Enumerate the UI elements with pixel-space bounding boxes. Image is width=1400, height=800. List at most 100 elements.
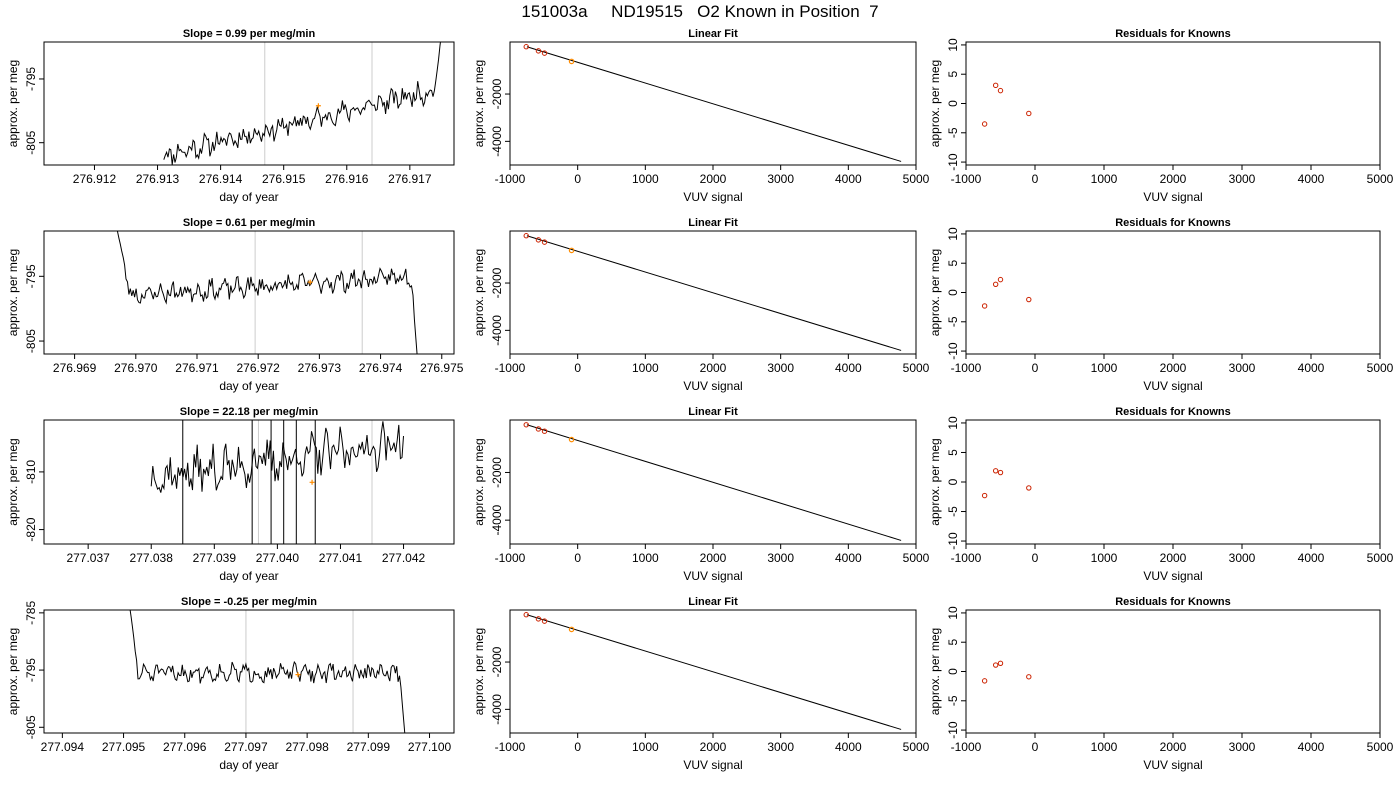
panel-title: Slope = -0.25 per meg/min: [181, 596, 317, 608]
residual-point: [1026, 110, 1032, 117]
panel-title: Slope = 22.18 per meg/min: [180, 406, 319, 418]
sample-point-marker: [307, 279, 313, 285]
x-tick-label: 2000: [1160, 740, 1187, 754]
x-tick-label: -1000: [951, 172, 982, 186]
x-tick-label: 5000: [1367, 361, 1394, 375]
known-point: [541, 618, 548, 624]
y-tick-label: -2000: [490, 267, 504, 298]
panel-title: Slope = 0.61 per meg/min: [183, 217, 316, 229]
x-tick-label: 1000: [632, 551, 659, 565]
x-tick-label: 276.971: [175, 361, 219, 375]
x-tick-label: 3000: [1229, 551, 1256, 565]
x-tick-label: 4000: [1298, 551, 1325, 565]
y-tick-label: 5: [946, 71, 960, 78]
x-axis-label: VUV signal: [1143, 758, 1202, 772]
residual-point: [992, 82, 999, 89]
residual-point: [997, 660, 1004, 666]
plot-frame: [43, 419, 455, 545]
x-tick-label: 276.973: [298, 361, 342, 375]
x-tick-label: 3000: [767, 172, 794, 186]
y-axis-label: approx. per meg: [472, 60, 486, 147]
x-tick-label: 277.099: [347, 740, 391, 754]
panel-2-1: Linear Fit -1000 0 1000 2000 3000 4000 5000 VUV …: [472, 406, 930, 583]
x-tick-label: 4000: [1298, 172, 1325, 186]
residual-point: [992, 281, 999, 287]
x-tick-label: 0: [1032, 551, 1039, 565]
known-point: [535, 48, 542, 54]
x-tick-label: 3000: [1229, 172, 1256, 186]
residual-point: [981, 121, 988, 127]
y-axis-label: approx. per meg: [928, 438, 942, 525]
x-tick-label: 0: [574, 361, 581, 375]
x-tick-label: 277.042: [382, 551, 426, 565]
y-tick-label: -5: [946, 127, 960, 138]
plot-frame: [965, 41, 1381, 166]
plot-area: [981, 468, 1032, 499]
x-tick-label: 2000: [1160, 551, 1187, 565]
x-tick-label: 276.912: [73, 172, 117, 186]
x-tick-label: 277.038: [130, 551, 174, 565]
known-point: [535, 237, 542, 243]
residual-point: [1026, 296, 1032, 303]
x-tick-label: 4000: [835, 361, 862, 375]
x-tick-label: 1000: [1091, 361, 1118, 375]
sample-point-marker: [295, 672, 301, 678]
sample-point: [568, 436, 575, 443]
panel-title: Residuals for Knowns: [1115, 28, 1231, 40]
x-tick-label: 0: [574, 551, 581, 565]
x-tick-label: 0: [1032, 740, 1039, 754]
sample-point: [568, 247, 575, 254]
residual-point: [997, 469, 1004, 476]
fit-line: [526, 424, 902, 541]
x-tick-label: 4000: [835, 172, 862, 186]
y-tick-label: 0: [946, 289, 960, 296]
y-tick-label: 10: [946, 38, 960, 52]
x-tick-label: 277.098: [285, 740, 329, 754]
x-tick-label: 4000: [835, 740, 862, 754]
series-line: [163, 42, 441, 165]
y-axis-label: approx. per meg: [472, 438, 486, 525]
x-tick-label: 277.037: [66, 551, 110, 565]
plot-area: [523, 233, 902, 351]
x-tick-label: 276.916: [325, 172, 369, 186]
panel-title: Residuals for Knowns: [1115, 596, 1231, 608]
x-tick-label: 2000: [700, 361, 727, 375]
x-tick-label: 276.914: [199, 172, 243, 186]
plot-frame: [43, 41, 455, 166]
x-axis-label: VUV signal: [683, 569, 742, 583]
residual-point: [981, 492, 988, 499]
panel-3-1: Linear Fit -1000 0 1000 2000 3000 4000 5000 VUV …: [472, 596, 930, 772]
x-tick-label: 277.095: [102, 740, 146, 754]
x-tick-label: 4000: [835, 551, 862, 565]
known-point: [523, 612, 529, 618]
y-axis-label: approx. per meg: [472, 249, 486, 336]
residual-point: [992, 662, 999, 668]
sample-point: [568, 58, 575, 65]
x-tick-label: 0: [574, 172, 581, 186]
x-tick-label: 2000: [700, 551, 727, 565]
panel-1-2: Residuals for Knowns -1000 0 1000 2000 3000 40…: [928, 217, 1394, 393]
x-tick-label: -1000: [951, 740, 982, 754]
x-tick-label: 3000: [1229, 361, 1256, 375]
y-tick-label: 10: [946, 227, 960, 241]
y-axis-label: approx. per meg: [472, 628, 486, 715]
plot-area: [116, 231, 418, 354]
panel-title: Residuals for Knowns: [1115, 217, 1231, 229]
figure-title: 151003a ND19515 O2 Known in Position 7: [521, 2, 879, 21]
x-tick-label: 5000: [903, 172, 930, 186]
fit-line: [526, 235, 902, 351]
x-axis-label: VUV signal: [683, 758, 742, 772]
panel-3-2: Residuals for Knowns -1000 0 1000 2000 3000 40…: [928, 596, 1394, 772]
x-tick-label: 5000: [1367, 740, 1394, 754]
y-axis-label: approx. per meg: [6, 249, 20, 336]
y-tick-label: 5: [946, 449, 960, 456]
residual-point: [981, 678, 988, 684]
x-tick-label: 276.975: [420, 361, 464, 375]
y-tick-label: -810: [24, 460, 38, 484]
x-axis-label: VUV signal: [1143, 190, 1202, 204]
panel-title: Linear Fit: [688, 28, 738, 40]
x-tick-label: 3000: [767, 361, 794, 375]
x-tick-label: 1000: [632, 172, 659, 186]
y-tick-label: 10: [946, 606, 960, 620]
